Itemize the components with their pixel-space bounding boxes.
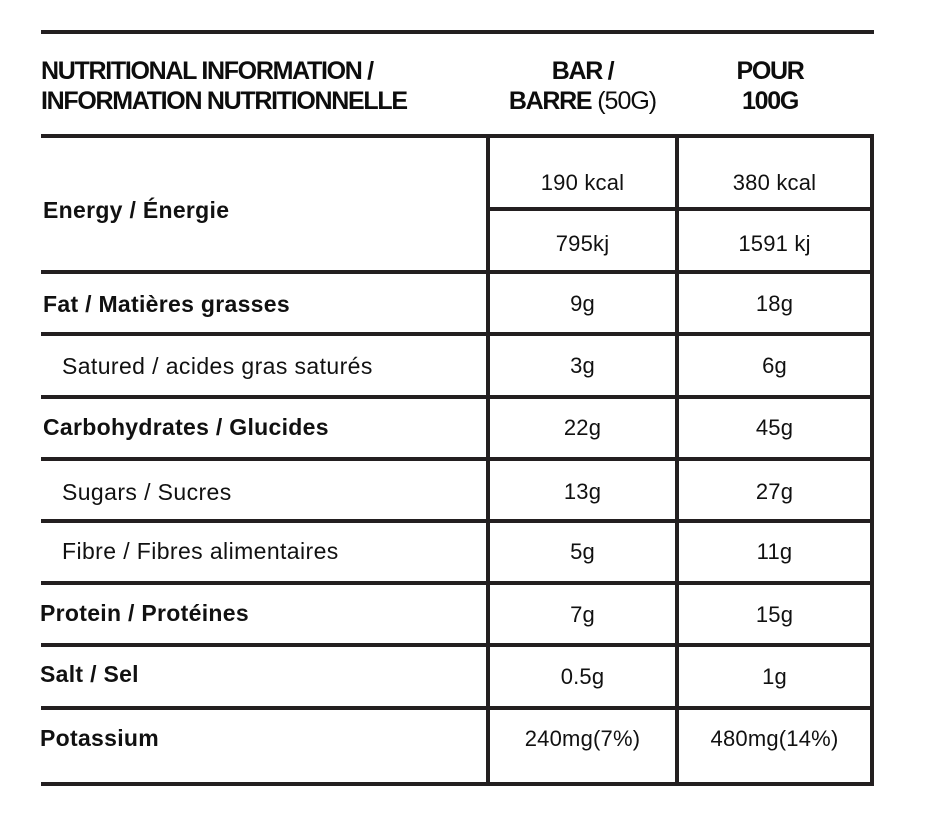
energy-per100-kcal: 380 kcal	[732, 170, 817, 195]
fibre-per100: 11g	[756, 539, 793, 564]
table-right-border	[870, 134, 874, 786]
bar-header-line-1: BAR /	[551, 57, 615, 85]
row-divider	[41, 332, 874, 336]
title-line-2: INFORMATION NUTRITIONNELLE	[41, 87, 408, 115]
row-label-protein: Protein / Protéines	[40, 600, 249, 626]
row-label-energy: Energy / Énergie	[43, 197, 230, 223]
column-header-bar: BAR / BARRE (50G)	[490, 56, 675, 116]
energy-per100-kj: 1591 kj	[738, 231, 811, 256]
protein-per100: 15g	[755, 602, 794, 627]
column-divider-1	[486, 134, 490, 786]
protein-bar: 7g	[570, 602, 595, 627]
bar-header-line-2: BARRE (50G)	[508, 87, 657, 115]
sugars-bar: 13g	[563, 479, 602, 504]
carbohydrates-bar: 22g	[563, 415, 602, 440]
table-top-border	[41, 134, 874, 138]
row-label-fibre: Fibre / Fibres alimentaires	[62, 538, 339, 564]
column-divider-2	[675, 134, 679, 786]
potassium-per100: 480mg(14%)	[710, 726, 839, 751]
row-divider	[41, 706, 874, 710]
energy-bar-kj: 795kj	[555, 231, 610, 256]
row-divider	[41, 270, 874, 274]
column-header-per100g: POUR 100G	[679, 56, 861, 116]
row-label-saturated: Satured / acides gras saturés	[62, 353, 373, 379]
energy-bar-kcal: 190 kcal	[540, 170, 625, 195]
row-label-fat: Fat / Matières grasses	[43, 291, 290, 317]
table-bottom-border	[41, 782, 874, 786]
title-line-1: NUTRITIONAL INFORMATION /	[41, 57, 374, 85]
sugars-per100: 27g	[755, 479, 794, 504]
fat-bar: 9g	[570, 291, 595, 316]
row-divider	[41, 457, 874, 461]
row-divider	[41, 519, 874, 523]
fibre-bar: 5g	[570, 539, 595, 564]
carbohydrates-per100: 45g	[755, 415, 794, 440]
row-divider	[41, 395, 874, 399]
table-title: NUTRITIONAL INFORMATION / INFORMATION NU…	[41, 56, 408, 116]
row-divider	[41, 643, 874, 647]
salt-bar: 0.5g	[560, 664, 605, 689]
per100-header-line-2: 100G	[742, 87, 799, 115]
row-label-carbohydrates: Carbohydrates / Glucides	[43, 414, 329, 440]
row-label-salt: Salt / Sel	[40, 661, 139, 687]
fat-per100: 18g	[755, 291, 794, 316]
saturated-bar: 3g	[570, 353, 595, 378]
row-divider	[41, 581, 874, 585]
row-label-potassium: Potassium	[40, 725, 160, 751]
salt-per100: 1g	[762, 664, 787, 689]
per100-header-line-1: POUR	[736, 57, 804, 85]
top-rule	[41, 30, 874, 34]
potassium-bar: 240mg(7%)	[524, 726, 641, 751]
saturated-per100: 6g	[762, 353, 787, 378]
energy-inner-divider	[486, 207, 874, 211]
row-label-sugars: Sugars / Sucres	[62, 479, 232, 505]
